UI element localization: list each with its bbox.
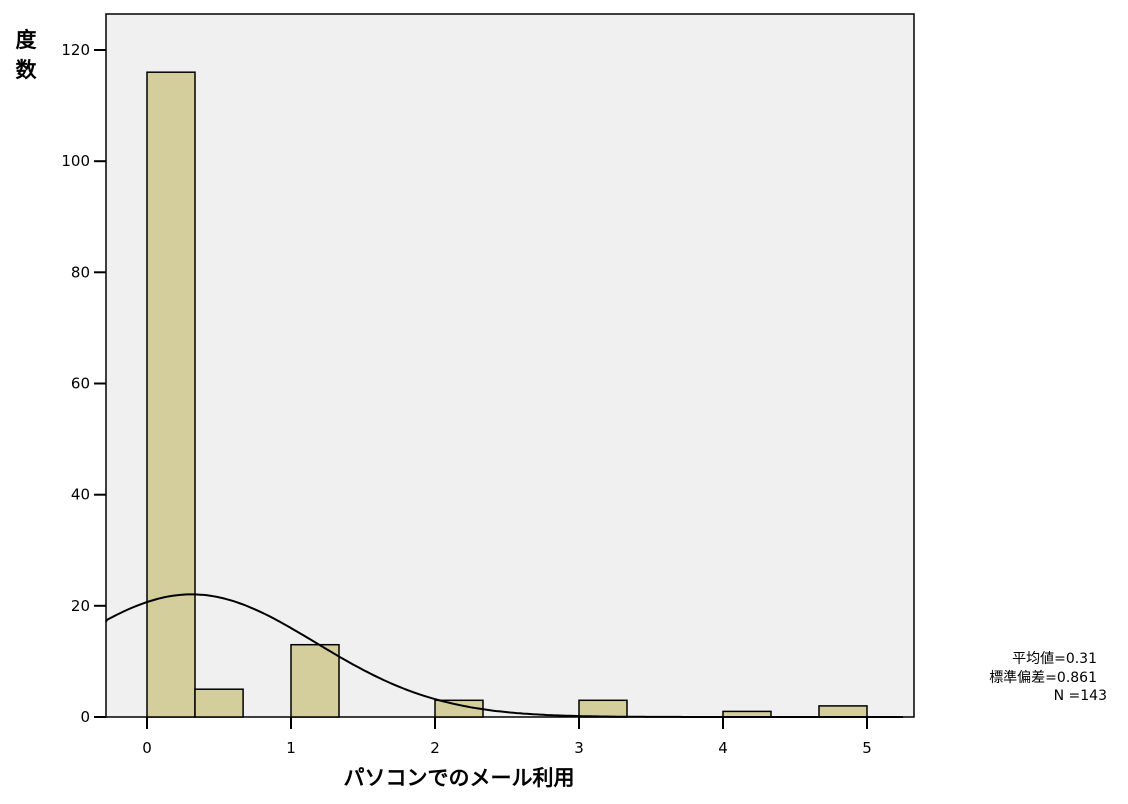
y-tick-label-0: 0	[80, 708, 90, 726]
x-tick-label-0: 0	[142, 739, 152, 757]
x-tick-label-4: 4	[718, 739, 728, 757]
y-tick-label-60: 60	[71, 375, 90, 393]
bars-layer	[146, 71, 868, 718]
axes-layer: 0 20 40 60 80 100 120 0 1 2 3 4 5	[61, 41, 871, 757]
y-axis-title-char-2: 数	[16, 58, 38, 82]
x-tick-label-3: 3	[574, 739, 584, 757]
y-tick-label-80: 80	[71, 263, 90, 281]
plot-area	[105, 13, 915, 718]
stats-mean: 平均値=0.31	[1012, 651, 1097, 667]
histogram-bar-6	[818, 705, 868, 718]
x-axis-title: パソコンでのメール利用	[344, 766, 575, 790]
y-axis-title-char-1: 度	[16, 28, 37, 52]
histogram-bar-0	[146, 71, 196, 718]
histogram-bar-2	[290, 643, 340, 718]
y-tick-label-20: 20	[71, 597, 90, 615]
y-tick-label-40: 40	[71, 486, 90, 504]
normal-curve	[105, 593, 903, 718]
histogram-bar-4	[578, 699, 628, 718]
histogram-bar-1	[194, 688, 244, 718]
x-tick-label-5: 5	[862, 739, 872, 757]
x-tick-label-2: 2	[430, 739, 440, 757]
x-tick-label-1: 1	[286, 739, 296, 757]
y-tick-label-100: 100	[61, 152, 90, 170]
stats-n: N =143	[1054, 688, 1107, 704]
y-tick-label-120: 120	[61, 41, 90, 59]
stats-sd: 標準偏差=0.861	[989, 670, 1097, 686]
